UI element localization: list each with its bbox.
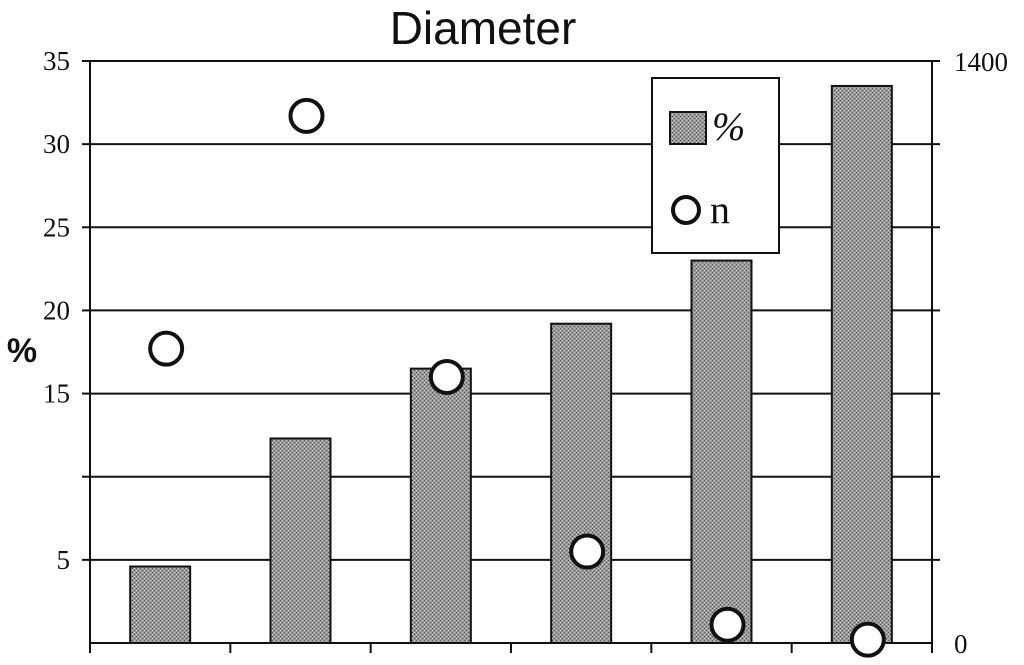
data-point (569, 533, 606, 570)
y-tick-label: 25 (43, 212, 70, 242)
data-point (709, 606, 746, 643)
legend-box (651, 77, 780, 254)
legend-label-n: n (710, 187, 730, 232)
bar (269, 437, 332, 644)
y-tick-label: 5 (57, 545, 71, 575)
y-tick-label: 35 (43, 46, 70, 76)
x-ticks (89, 643, 933, 653)
y2-tick-labels: 0 1400 (954, 47, 1008, 659)
bar (690, 259, 753, 644)
legend-label-percent: % (712, 104, 745, 149)
legend: % n (651, 77, 780, 254)
gridlines (90, 60, 932, 561)
data-point (849, 621, 886, 658)
legend-bar-swatch (669, 111, 707, 145)
data-point (428, 358, 465, 395)
bar (550, 322, 613, 644)
bar (409, 367, 472, 644)
y2-tick-label: 1400 (954, 47, 1008, 77)
data-point (148, 330, 185, 367)
legend-circle-marker (671, 195, 701, 225)
y-tick-label: 15 (43, 379, 70, 409)
axes (82, 60, 940, 644)
chart-title: Diameter (390, 2, 577, 54)
y-tick-labels: 5 15 20 25 30 35 (43, 46, 70, 575)
data-point (288, 97, 325, 134)
bar (830, 84, 893, 644)
scatter-series (148, 97, 886, 658)
bar (129, 565, 192, 644)
bar-series (129, 84, 893, 644)
y-axis-label: % (7, 332, 37, 370)
y-tick-label: 20 (43, 295, 70, 325)
y-tick-label: 30 (43, 129, 70, 159)
y2-tick-label: 0 (954, 629, 968, 659)
